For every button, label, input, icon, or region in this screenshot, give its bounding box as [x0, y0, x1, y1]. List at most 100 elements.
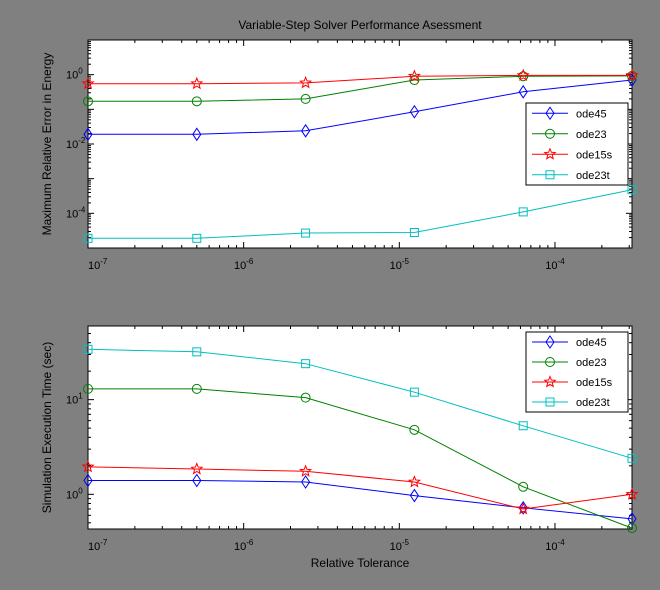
legend-item-ode45: ode45 — [532, 106, 607, 121]
data-point-ode23t — [627, 453, 637, 463]
y-axis-label: Maximum Relative Error in Energy — [40, 53, 54, 236]
legend-item-ode23: ode23 — [532, 128, 607, 141]
data-point-ode23 — [627, 523, 637, 534]
data-point-ode45 — [300, 123, 311, 138]
chart-title: Variable-Step Solver Performance Asessme… — [238, 18, 482, 32]
data-point-ode45 — [83, 473, 93, 488]
series-line-ode23t — [87, 348, 633, 459]
series-ode15s — [81, 459, 639, 515]
data-point-ode15s — [516, 502, 530, 515]
data-point-ode45 — [409, 104, 420, 119]
legend-marker — [543, 147, 557, 160]
data-point-ode23 — [300, 392, 311, 403]
data-point-ode23t — [192, 233, 202, 243]
legend-marker — [545, 170, 555, 180]
data-point-ode23 — [83, 383, 93, 394]
data-point-ode45 — [83, 127, 93, 142]
y-tick-label: 10-4 — [66, 205, 86, 220]
legend-box — [525, 102, 629, 186]
legend-marker — [545, 128, 555, 139]
data-point-ode45 — [409, 488, 420, 503]
data-point-ode45 — [518, 500, 528, 515]
data-point-ode15s — [625, 487, 639, 500]
data-point-ode15s — [516, 68, 530, 81]
data-point-ode23t — [192, 347, 202, 357]
data-point-ode23 — [518, 71, 529, 82]
data-point-ode15s — [81, 76, 95, 90]
data-point-ode45 — [300, 475, 311, 489]
series-line-ode23t — [88, 189, 633, 239]
legend-label: ode45 — [576, 108, 607, 120]
legend: ode45 ode23 ode15s ode23t — [525, 331, 629, 413]
data-point-ode15s — [81, 459, 95, 473]
series-line-ode45 — [88, 79, 633, 135]
data-point-ode23t — [409, 387, 419, 397]
y-tick-label: 101 — [66, 392, 83, 407]
x-tick-label: 10-6 — [234, 257, 254, 272]
data-point-ode23t — [518, 421, 528, 431]
series-ode23t — [83, 185, 637, 243]
data-point-ode23 — [300, 93, 311, 104]
y-tick-label: 100 — [66, 486, 83, 501]
series-line-ode15s — [87, 466, 633, 510]
data-point-ode23 — [83, 96, 93, 107]
legend-item-ode15s: ode15s — [532, 147, 613, 161]
legend-label: ode23 — [576, 129, 607, 141]
data-point-ode45 — [192, 127, 202, 142]
legend-label: ode23 — [576, 357, 607, 369]
series-line-ode23 — [88, 75, 633, 102]
legend-box — [525, 331, 629, 413]
x-tick-label: 10-4 — [545, 257, 565, 272]
data-point-ode23t — [83, 344, 93, 354]
data-point-ode15s — [190, 462, 204, 475]
data-point-ode23 — [409, 424, 420, 435]
series-line-ode23 — [88, 388, 633, 529]
x-tick-label: 10-6 — [234, 538, 254, 553]
legend-label: ode45 — [576, 337, 607, 349]
series-ode15s — [81, 68, 639, 90]
data-point-ode23 — [191, 96, 202, 107]
legend-label: ode23t — [576, 170, 610, 182]
data-point-ode15s — [299, 464, 313, 477]
data-point-ode15s — [407, 69, 421, 82]
legend-marker — [545, 106, 555, 121]
x-axis-label: Relative Tolerance — [311, 556, 410, 570]
data-point-ode15s — [190, 76, 204, 90]
x-tick-label: 10-7 — [88, 257, 108, 272]
series-ode23t — [83, 344, 637, 463]
series-ode23 — [83, 70, 637, 107]
data-point-ode23t — [518, 207, 528, 217]
minor-ticks — [88, 40, 632, 248]
data-point-ode23 — [409, 75, 420, 86]
data-point-ode23t — [627, 185, 637, 195]
data-point-ode15s — [299, 76, 313, 89]
data-point-ode23t — [409, 227, 419, 237]
legend-item-ode23: ode23 — [532, 357, 607, 369]
x-tick-label: 10-4 — [545, 538, 565, 553]
legend-item-ode23t: ode23t — [532, 170, 610, 182]
legend: ode45 ode23 ode15s ode23t — [525, 102, 629, 186]
data-point-ode23 — [518, 481, 529, 492]
series-ode45 — [83, 473, 637, 526]
chart-energy-error: 10-7 10-6 10-5 10-4 10-4 10-2 100 Variable-Step… — [40, 18, 639, 272]
x-tick-label: 10-7 — [88, 538, 108, 553]
x-tick-label: 10-5 — [390, 538, 410, 553]
legend-item-ode23t: ode23t — [532, 397, 610, 409]
y-tick-label: 100 — [66, 67, 83, 82]
data-point-ode45 — [192, 473, 202, 488]
legend-marker — [545, 335, 555, 349]
legend-label: ode23t — [576, 397, 610, 409]
chart-execution-time: 10-7 10-6 10-5 10-4 100 101 Simulation Executi… — [40, 325, 639, 570]
data-point-ode23t — [83, 233, 93, 243]
legend-marker — [545, 397, 555, 407]
y-axis-label: Simulation Execution Time (sec) — [40, 342, 54, 513]
legend-label: ode15s — [576, 377, 613, 389]
legend-item-ode45: ode45 — [532, 335, 607, 349]
legend-marker — [543, 375, 557, 388]
data-point-ode23 — [191, 383, 202, 394]
series-line-ode45 — [88, 480, 633, 520]
series-line-ode15s — [88, 74, 632, 85]
data-point-ode15s — [407, 475, 421, 488]
